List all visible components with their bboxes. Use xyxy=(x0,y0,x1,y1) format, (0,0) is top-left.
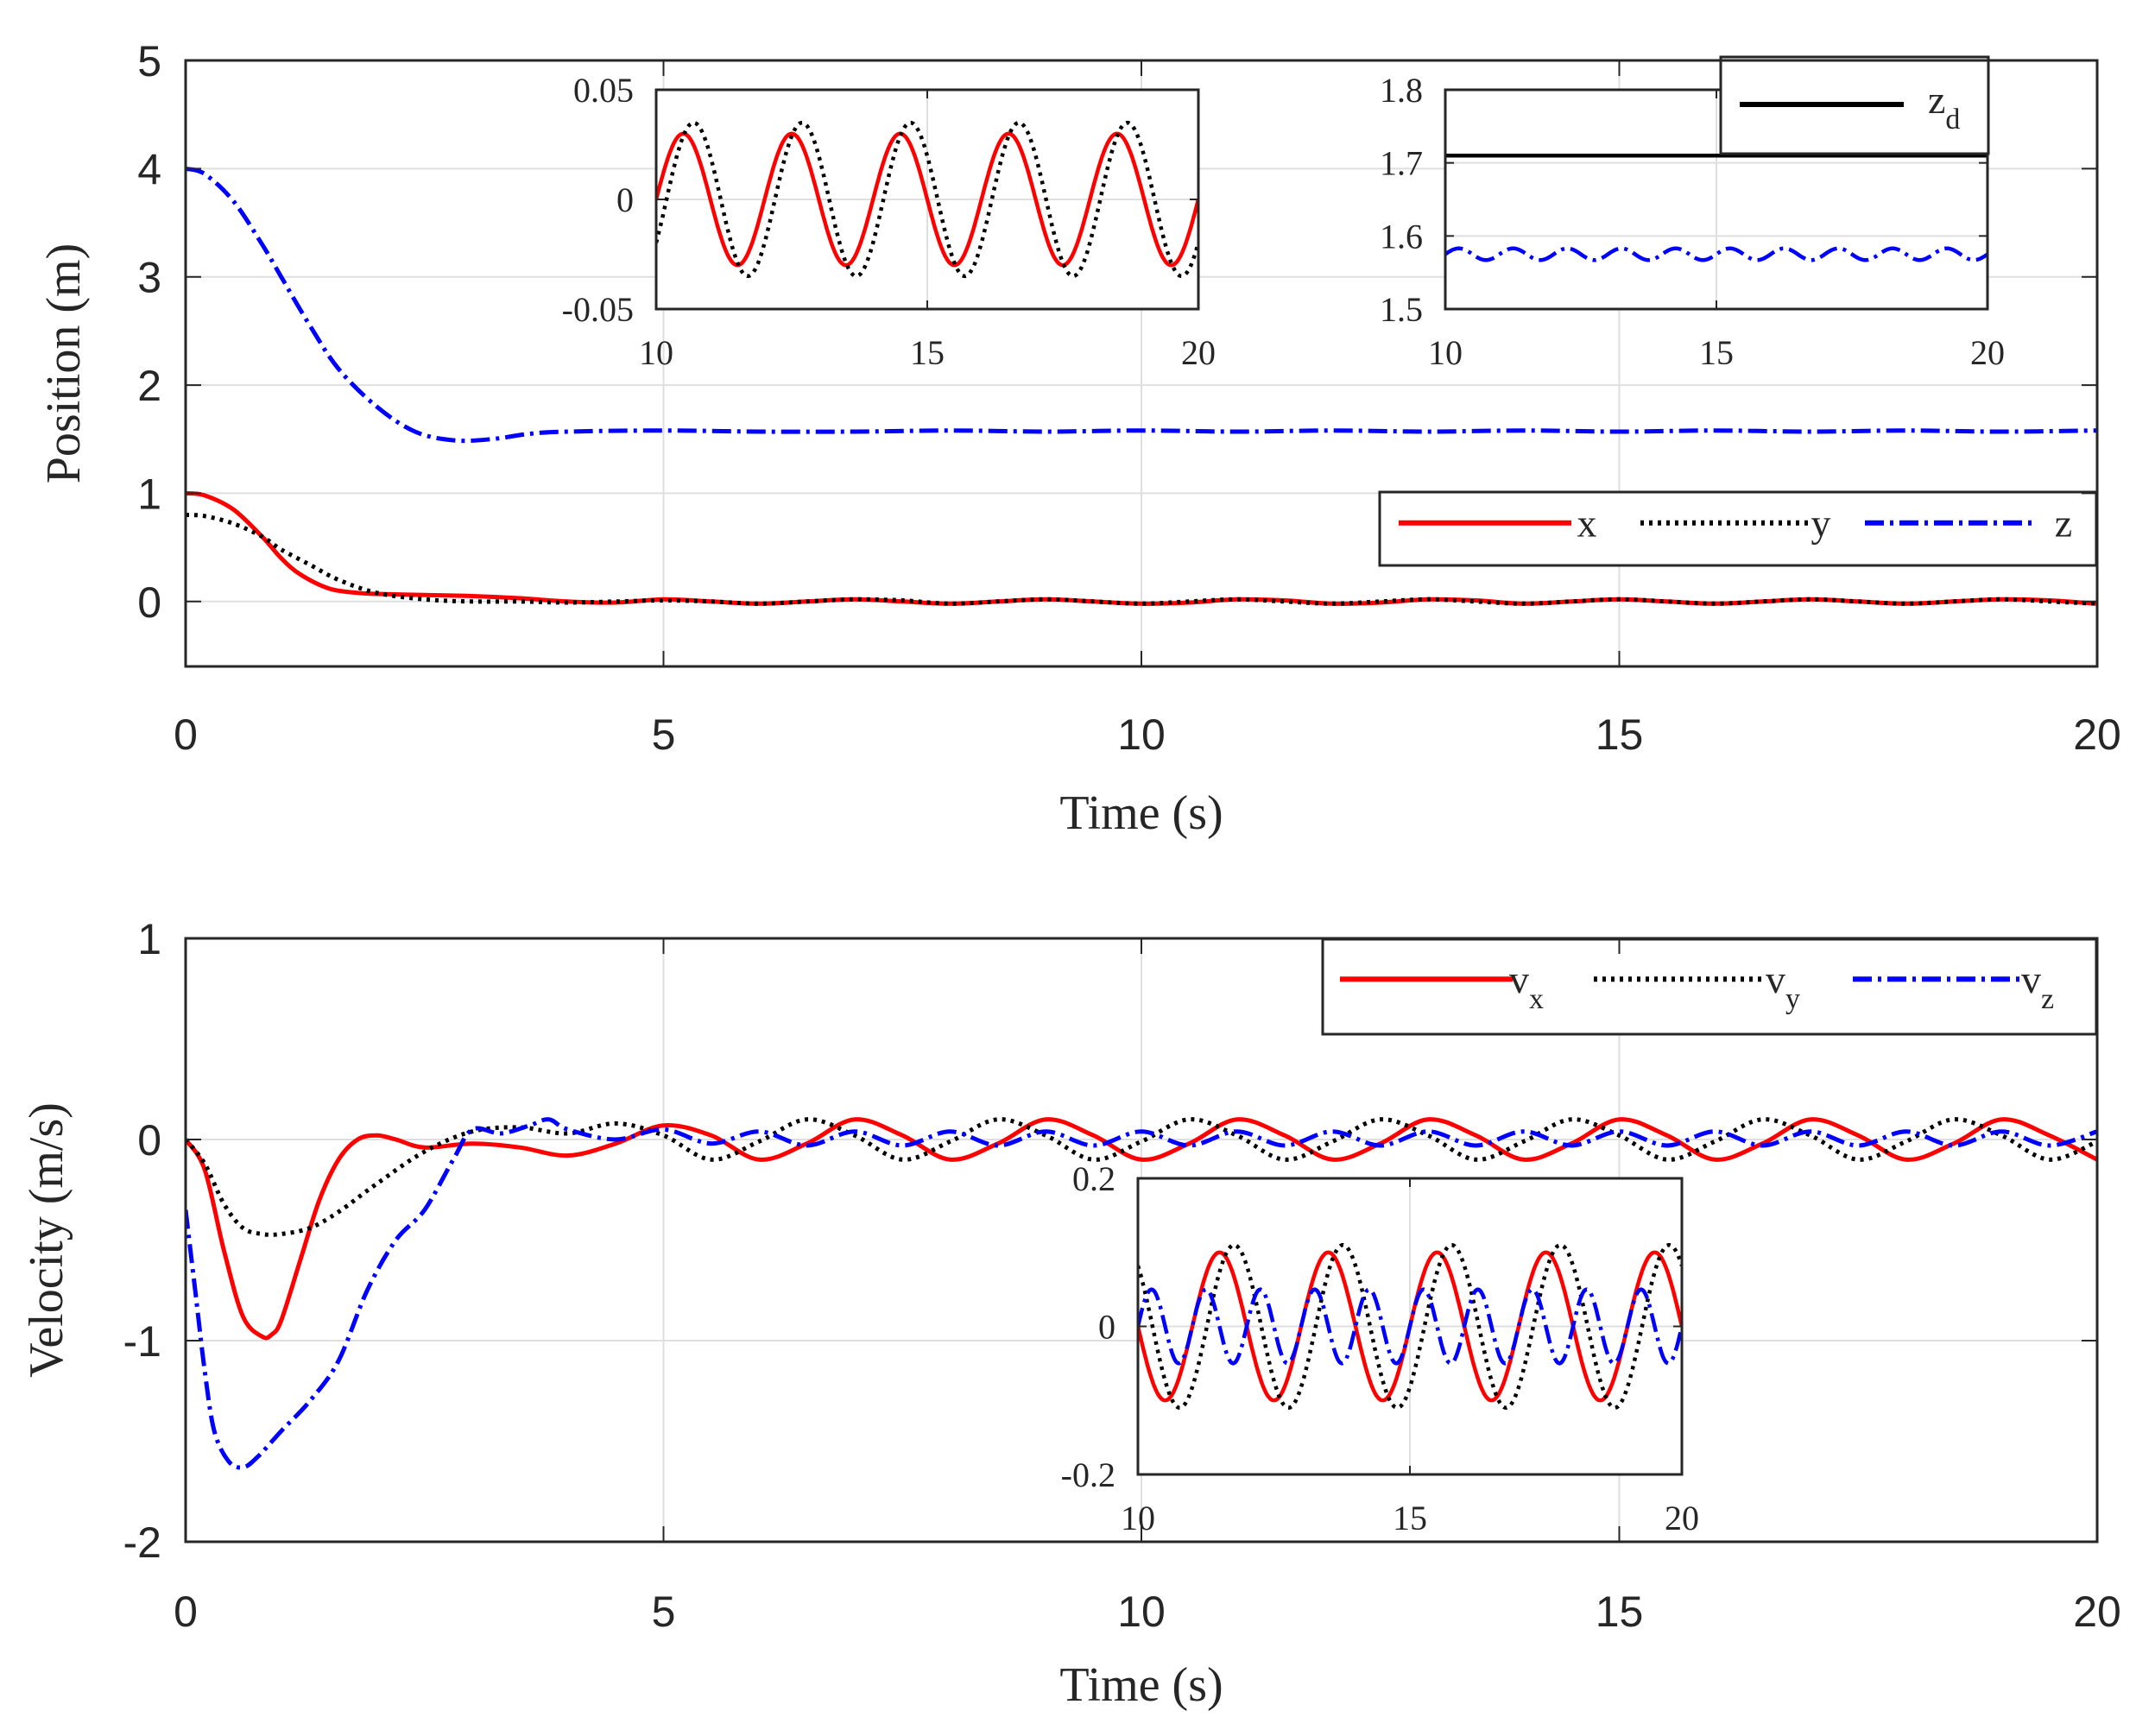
vel-inset-xtick-label: 15 xyxy=(1393,1499,1427,1537)
pos-inset-xy-ytick-label: 0 xyxy=(616,180,634,219)
velocity-ytick-label: -1 xyxy=(123,1317,161,1366)
velocity-xtick-label: 10 xyxy=(1117,1588,1166,1636)
velocity-xtick-label: 20 xyxy=(2073,1588,2121,1636)
position-ytick-label: 2 xyxy=(137,362,161,410)
vel-inset-xtick-label: 10 xyxy=(1121,1499,1155,1537)
velocity-legend xyxy=(1321,937,2098,1036)
velocity-series-vy xyxy=(186,1117,2097,1237)
position-legend-label-z: z xyxy=(2055,502,2072,546)
pos-inset-z-legend-label-zd: zd xyxy=(1928,78,1960,136)
velocity-legend-label-vy: vy xyxy=(1766,957,1800,1015)
position-xlabel: Time (s) xyxy=(1059,786,1223,840)
position-series-z xyxy=(186,166,2097,444)
pos-inset-xy-xtick-label: 10 xyxy=(639,333,673,372)
position-xtick-label: 5 xyxy=(652,710,676,759)
velocity-xtick-label: 0 xyxy=(174,1588,198,1636)
position-ytick-label: 0 xyxy=(137,578,161,627)
pos-inset-z-ytick-label: 1.8 xyxy=(1380,71,1423,110)
velocity-ylabel: Velocity (m/s) xyxy=(20,1102,73,1378)
pos-inset-z-ytick-label: 1.7 xyxy=(1380,144,1423,183)
position-xtick-label: 10 xyxy=(1117,710,1166,759)
velocity-ytick-label: -2 xyxy=(123,1518,161,1567)
position-legend xyxy=(1378,490,2098,567)
vel-inset-ytick-label: 0 xyxy=(1098,1308,1115,1347)
vel-inset-xtick-label: 20 xyxy=(1665,1499,1699,1537)
velocity-series-vx xyxy=(186,1117,2097,1341)
pos-inset-xy-xtick-label: 15 xyxy=(910,333,945,372)
pos-inset-z-ytick-label: 1.5 xyxy=(1380,290,1423,329)
position-xtick-label: 15 xyxy=(1596,710,1644,759)
velocity-chart: Time (s)Velocity (m/s)10 15 20-0.200.2vx vy… xyxy=(20,915,2121,1712)
position-ylabel: Position (m) xyxy=(37,243,91,483)
position-legend-label-x: x xyxy=(1577,502,1597,546)
velocity-ytick-label: 1 xyxy=(137,915,161,963)
vel-inset-series-vz xyxy=(1138,1287,1682,1366)
pos-inset-z-xtick-label: 15 xyxy=(1699,333,1734,372)
velocity-series-vz xyxy=(186,1117,2097,1470)
position-legend-label-y: y xyxy=(1811,502,1831,546)
pos-inset-z-ytick-label: 1.6 xyxy=(1380,217,1423,256)
position-xtick-label: 0 xyxy=(174,710,198,759)
pos-inset-xy-series-x xyxy=(656,131,1198,268)
velocity-ytick-label: 0 xyxy=(137,1116,161,1165)
vel-inset-ytick-label: -0.2 xyxy=(1061,1455,1115,1494)
velocity-xlabel: Time (s) xyxy=(1059,1658,1223,1712)
velocity-legend-label-vx: vx xyxy=(1509,957,1544,1015)
position-xtick-label: 20 xyxy=(2073,710,2121,759)
position-ytick-label: 4 xyxy=(137,145,161,193)
vel-inset-ytick-label: 0.2 xyxy=(1072,1159,1115,1198)
pos-inset-z-series-z xyxy=(1445,246,1988,262)
position-ytick-label: 5 xyxy=(137,37,161,85)
pos-inset-xy-ytick-label: 0.05 xyxy=(573,71,634,110)
pos-inset-z-xtick-label: 20 xyxy=(1970,333,2005,372)
pos-inset-xy-ytick-label: -0.05 xyxy=(562,290,634,329)
position-ytick-label: 3 xyxy=(137,254,161,302)
position-ytick-label: 1 xyxy=(137,470,161,518)
velocity-xtick-label: 5 xyxy=(652,1588,676,1636)
pos-inset-z-xtick-label: 10 xyxy=(1428,333,1463,372)
velocity-xtick-label: 15 xyxy=(1596,1588,1644,1636)
velocity-legend-label-vz: vz xyxy=(2021,957,2054,1015)
pos-inset-xy-xtick-label: 20 xyxy=(1181,333,1216,372)
